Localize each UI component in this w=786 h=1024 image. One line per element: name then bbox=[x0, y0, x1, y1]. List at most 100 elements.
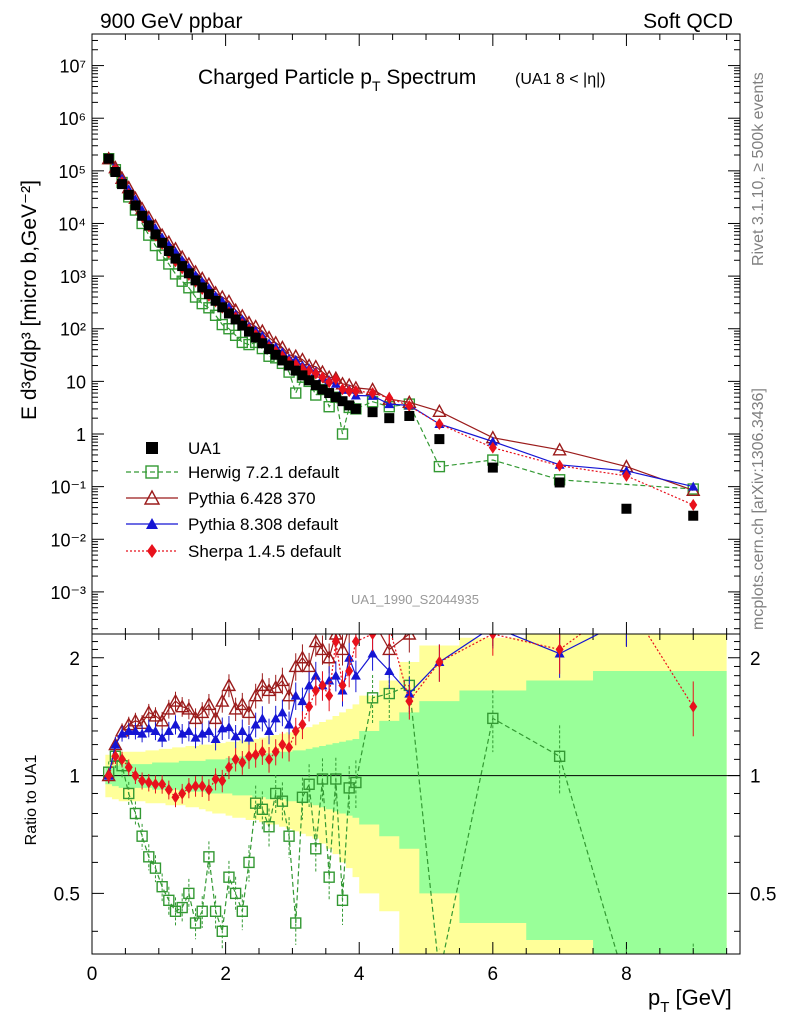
ua1-data-point bbox=[434, 434, 445, 445]
sherpa-ratio-point bbox=[144, 776, 153, 789]
sherpa-ratio-point bbox=[204, 783, 213, 796]
ua1-data-point bbox=[284, 360, 295, 371]
pythia-ratio-point bbox=[230, 731, 241, 741]
herwig-main-point bbox=[176, 275, 188, 287]
sherpa-main-line bbox=[108, 158, 694, 506]
legend-label-sherpa: Sherpa 1.4.5 default bbox=[188, 542, 341, 561]
ua1-data-point bbox=[210, 295, 221, 306]
herwig-ratio-point bbox=[290, 917, 302, 929]
sherpa-ratio-point bbox=[265, 753, 274, 766]
herwig-main-point bbox=[223, 323, 235, 335]
herwig-ratio-point bbox=[553, 750, 566, 763]
herwig-ratio-point bbox=[196, 905, 208, 917]
sherpa-ratio-point bbox=[278, 738, 287, 751]
pythia-ratio-point bbox=[195, 704, 210, 719]
legend-label-herwig: Herwig 7.2.1 default bbox=[188, 463, 339, 482]
pythia-ratio-point bbox=[208, 710, 223, 725]
sherpa-ratio-point bbox=[178, 787, 187, 800]
herwig-ratio-point bbox=[434, 970, 444, 980]
pythia-ratio-point bbox=[181, 701, 197, 715]
sherpa-ratio-point bbox=[291, 724, 300, 737]
legend: UA1 Herwig 7.2.1 default Pythia 6.428 370 P… bbox=[126, 439, 341, 561]
ua1-data-point bbox=[230, 314, 241, 325]
legend-marker-pythia bbox=[143, 489, 161, 505]
sherpa-ratio-point bbox=[138, 774, 147, 787]
legend-label-pythia: Pythia 6.428 370 bbox=[188, 489, 316, 508]
sherpa-ratio-point bbox=[158, 778, 167, 791]
ua1-data-point bbox=[277, 355, 288, 366]
herwig-ratio-point bbox=[270, 787, 282, 800]
pythia-ratio-point bbox=[257, 713, 268, 723]
legend-marker-pythia bbox=[146, 518, 158, 529]
y-tick-label-main: 10² bbox=[60, 320, 86, 340]
pythia-ratio-point bbox=[183, 725, 194, 735]
axes-group: 0 2 4 6 8 10⁻³ 10⁻² 10⁻¹ 1 10 10² 10³ 10⁴ 10⁵ 10⁶ 10⁷ 0.… bbox=[50, 34, 776, 985]
x-axis-title: pT [GeV] bbox=[648, 985, 732, 1016]
y-tick-label-ratio-right: 0.5 bbox=[750, 884, 776, 905]
sherpa-ratio-point bbox=[622, 595, 630, 607]
ua1-data-point bbox=[237, 320, 248, 331]
sherpa-ratio-point bbox=[118, 753, 127, 766]
y-tick-label-main: 1 bbox=[76, 425, 86, 445]
legend-marker-herwig bbox=[145, 465, 159, 479]
pythia-ratio-point bbox=[268, 679, 283, 694]
pythia-ratio-point bbox=[168, 693, 183, 707]
herwig-main-point bbox=[169, 268, 182, 280]
sherpa-ratio-point bbox=[224, 761, 233, 774]
herwig-ratio-point bbox=[123, 787, 135, 800]
ua1-data-point bbox=[257, 338, 268, 349]
ua1-data-point bbox=[350, 403, 361, 414]
y-tick-label-main: 10⁵ bbox=[59, 162, 86, 182]
pythia-ratio-point bbox=[261, 682, 277, 697]
pythia-ratio-point bbox=[304, 680, 315, 690]
herwig-ratio-point bbox=[316, 773, 329, 785]
pythia-ratio-point bbox=[308, 634, 323, 648]
sherpa-ratio-point bbox=[251, 748, 260, 761]
pythia-ratio-point bbox=[241, 704, 257, 719]
pythia-main-point bbox=[487, 436, 498, 446]
pythia-main-point bbox=[688, 481, 699, 491]
sherpa-ratio-point bbox=[231, 753, 240, 766]
legend-marker-sherpa bbox=[147, 544, 157, 558]
plot-title-main: Charged Particle p bbox=[198, 66, 372, 89]
ua1-data-point bbox=[404, 410, 415, 421]
herwig-ratio-point bbox=[169, 905, 182, 917]
x-tick-label: 2 bbox=[220, 964, 231, 985]
pythia-ratio-point bbox=[154, 713, 170, 727]
sherpa-ratio-point bbox=[124, 761, 133, 774]
herwig-main-point bbox=[183, 282, 195, 294]
y-tick-label-main: 10⁷ bbox=[59, 57, 86, 77]
pythia-ratio-point bbox=[197, 728, 208, 738]
pythia-ratio-point bbox=[150, 725, 161, 735]
y-axis-title-ratio: Ratio to UA1 bbox=[23, 755, 40, 846]
y-tick-label-ratio: 0.5 bbox=[54, 884, 80, 905]
pythia-ratio-point bbox=[243, 732, 254, 742]
sherpa-ratio-point bbox=[311, 684, 320, 697]
pythia-ratio-point bbox=[228, 701, 243, 715]
ua1-data-point bbox=[344, 400, 355, 411]
pythia-ratio-point bbox=[137, 728, 148, 738]
herwig-main-point bbox=[290, 387, 302, 399]
herwig-main-point bbox=[209, 309, 222, 322]
y-tick-label-ratio: 1 bbox=[69, 767, 80, 788]
x-axis-title-unit: [GeV] bbox=[669, 985, 731, 1010]
herwig-main-point bbox=[236, 336, 249, 349]
mcplots-reference-label: mcplots.cern.ch [arXiv:1306.3436] bbox=[750, 388, 767, 630]
sherpa-ratio-point bbox=[305, 700, 314, 713]
ratio-uncertainty-bands bbox=[105, 634, 727, 954]
pythia-ratio-point bbox=[210, 734, 221, 744]
pythia-ratio-point bbox=[161, 701, 177, 715]
sherpa-ratio-point bbox=[198, 780, 207, 793]
pythia-ratio-point bbox=[367, 614, 379, 625]
herwig-ratio-point bbox=[176, 901, 188, 914]
sherpa-ratio-point bbox=[111, 750, 120, 763]
pythia-ratio-point bbox=[384, 666, 395, 676]
herwig-ratio-point bbox=[229, 887, 242, 900]
ua1-data-point bbox=[150, 229, 161, 240]
pythia-ratio-point bbox=[190, 732, 201, 742]
pythia-ratio-point bbox=[288, 659, 303, 673]
pythia-ratio-point bbox=[223, 722, 234, 732]
pythia-ratio-point bbox=[433, 607, 445, 618]
ua1-data-point bbox=[117, 179, 128, 190]
